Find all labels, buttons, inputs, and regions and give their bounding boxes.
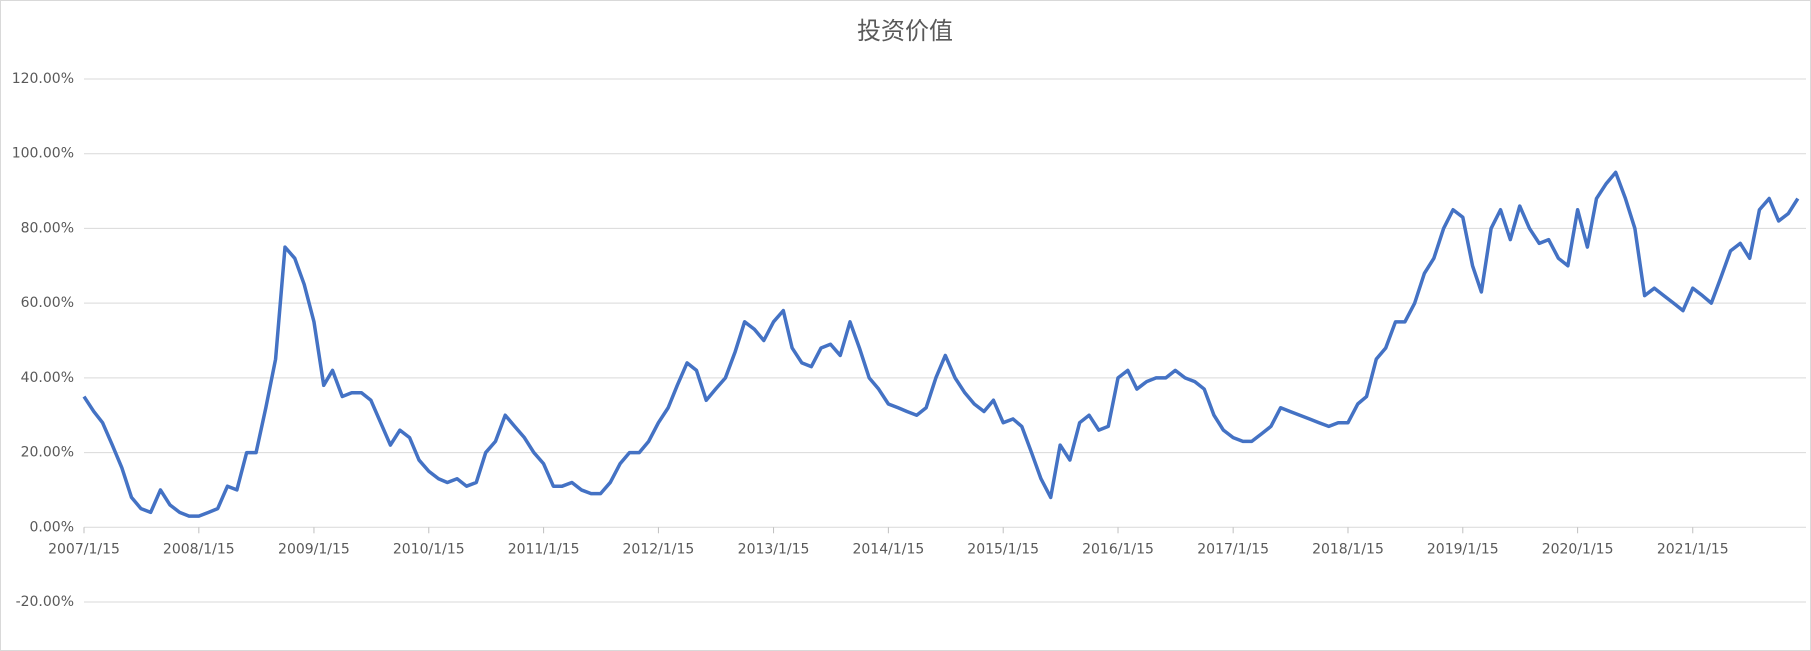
x-tick-label: 2015/1/15 [967, 541, 1039, 557]
x-tick-label: 2013/1/15 [738, 541, 810, 557]
x-tick-label: 2017/1/15 [1197, 541, 1269, 557]
y-tick-label: 20.00% [21, 445, 74, 461]
y-tick-label: 120.00% [12, 71, 74, 87]
line-series [82, 170, 1800, 518]
x-tick-label: 2019/1/15 [1427, 541, 1499, 557]
x-tick-label: 2016/1/15 [1082, 541, 1154, 557]
x-tick-label: 2021/1/15 [1657, 541, 1729, 557]
x-tick-label: 2018/1/15 [1312, 541, 1384, 557]
x-tick-label: 2008/1/15 [163, 541, 235, 557]
y-tick-label: 80.00% [21, 220, 74, 236]
y-tick-label: 60.00% [21, 295, 74, 311]
y-tick-label: 40.00% [21, 370, 74, 386]
x-tick-label: 2009/1/15 [278, 541, 350, 557]
x-tick-label: 2020/1/15 [1542, 541, 1614, 557]
y-tick-label: 0.00% [30, 519, 74, 535]
x-tick-label: 2007/1/15 [48, 541, 120, 557]
x-tick-label: 2010/1/15 [393, 541, 465, 557]
x-tick-label: 2012/1/15 [623, 541, 695, 557]
x-tick-label: 2011/1/15 [508, 541, 580, 557]
chart-title: 投资价值 [857, 17, 953, 45]
y-tick-label: 100.00% [12, 146, 74, 162]
x-tick-label: 2014/1/15 [852, 541, 924, 557]
y-tick-label: -20.00% [16, 594, 74, 610]
